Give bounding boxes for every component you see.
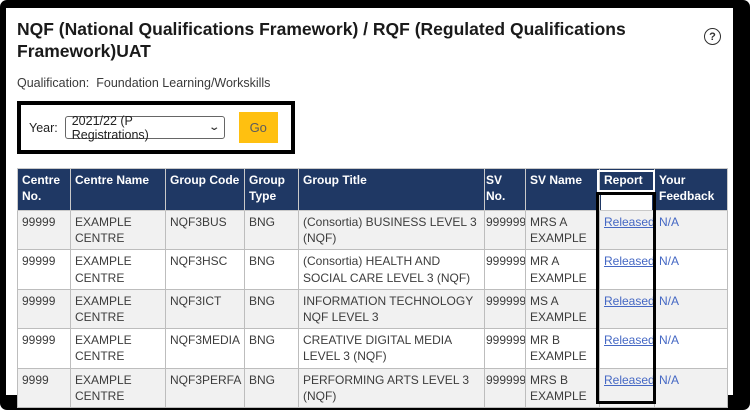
cell-your-feedback: N/A [654, 367, 728, 408]
cell-report: Released [599, 367, 655, 408]
cell-centre-no: 99999 [17, 328, 71, 369]
results-table: Centre No. Centre Name Group Code Group … [17, 168, 728, 408]
cell-group-code: NQF3PERFA [165, 367, 245, 408]
cell-centre-no: 99999 [17, 288, 71, 330]
cell-group-title: CREATIVE DIGITAL MEDIA LEVEL 3 (NQF) [298, 328, 485, 369]
cell-report: Released [599, 249, 655, 290]
qualification-label: Qualification: [17, 76, 90, 90]
year-select-value: 2021/22 (P Registrations) [71, 113, 149, 142]
table-row: 99999 EXAMPLE CENTRE NQF3ICT BNG INFORMA… [17, 288, 728, 330]
column-header-centre-no: Centre No. [17, 168, 71, 211]
feedback-value: N/A [659, 333, 680, 348]
table-row: 99999 EXAMPLE CENTRE NQF3HSC BNG (Consor… [17, 249, 728, 290]
help-icon[interactable]: ? [704, 28, 721, 45]
feedback-value: N/A [659, 293, 680, 308]
go-button[interactable]: Go [238, 112, 278, 143]
cell-group-title: (Consortia) BUSINESS LEVEL 3 (NQF) [298, 209, 485, 251]
chevron-down-icon: ⌄ [208, 122, 221, 133]
column-header-group-type: Group Type [244, 168, 299, 211]
table-row: 99999 EXAMPLE CENTRE NQF3BUS BNG (Consor… [17, 209, 728, 251]
cell-group-title: (Consortia) HEALTH AND SOCIAL CARE LEVEL… [298, 249, 485, 290]
column-header-sv-name: SV Name [525, 168, 600, 211]
cell-report: Released [599, 288, 655, 330]
question-mark-glyph: ? [709, 30, 716, 43]
column-header-sv-no: SV No. [484, 168, 526, 211]
year-label: Year: [29, 120, 58, 135]
cell-your-feedback: N/A [654, 328, 728, 369]
cell-sv-no: 999999 [484, 209, 526, 251]
cell-group-type: BNG [244, 209, 299, 251]
table-row: 9999 EXAMPLE CENTRE NQF3PERFA BNG PERFOR… [17, 367, 728, 408]
cell-centre-name: EXAMPLE CENTRE [70, 367, 166, 408]
column-header-group-code: Group Code [165, 168, 245, 211]
table-header-row: Centre No. Centre Name Group Code Group … [17, 168, 728, 211]
cell-group-type: BNG [244, 328, 299, 369]
cell-group-type: BNG [244, 367, 299, 408]
cell-group-code: NQF3HSC [165, 249, 245, 290]
page: NQF (National Qualifications Framework) … [6, 8, 733, 408]
year-selector-highlight-box: Year: 2021/22 (P Registrations) ⌄ Go [17, 101, 295, 154]
table-body: 99999 EXAMPLE CENTRE NQF3BUS BNG (Consor… [17, 209, 728, 408]
cell-sv-no: 999999 [484, 328, 526, 369]
cell-sv-name: MR A EXAMPLE [525, 249, 600, 290]
released-link[interactable]: Released [604, 293, 655, 308]
cell-centre-name: EXAMPLE CENTRE [70, 209, 166, 251]
cell-centre-name: EXAMPLE CENTRE [70, 249, 166, 290]
year-select[interactable]: 2021/22 (P Registrations) ⌄ [64, 113, 225, 142]
feedback-value: N/A [659, 372, 680, 387]
cell-sv-no: 999999 [484, 367, 526, 408]
cell-group-code: NQF3BUS [165, 209, 245, 251]
column-header-centre-name: Centre Name [70, 168, 166, 211]
qualification-line: Qualification: Foundation Learning/Worksk… [17, 76, 733, 90]
cell-centre-name: EXAMPLE CENTRE [70, 328, 166, 369]
cell-your-feedback: N/A [654, 249, 728, 290]
cell-centre-no: 99999 [17, 209, 71, 251]
cell-sv-name: MRS A EXAMPLE [525, 209, 600, 251]
released-link[interactable]: Released [604, 254, 655, 269]
cell-sv-name: MRS B EXAMPLE [525, 367, 600, 408]
column-header-your-feedback: Your Feedback [654, 168, 728, 211]
cell-group-code: NQF3MEDIA [165, 328, 245, 369]
cell-your-feedback: N/A [654, 209, 728, 251]
cell-sv-no: 999999 [484, 249, 526, 290]
cell-sv-name: MS A EXAMPLE [525, 288, 600, 330]
released-link[interactable]: Released [604, 372, 655, 387]
column-header-report: Report [599, 168, 655, 211]
qualification-value: Foundation Learning/Workskills [96, 76, 271, 90]
released-link[interactable]: Released [604, 215, 655, 229]
results-table-wrap: Centre No. Centre Name Group Code Group … [17, 168, 728, 408]
table-row: 99999 EXAMPLE CENTRE NQF3MEDIA BNG CREAT… [17, 328, 728, 369]
page-title: NQF (National Qualifications Framework) … [17, 19, 626, 61]
feedback-value: N/A [659, 215, 680, 229]
column-header-group-title: Group Title [298, 168, 485, 211]
cell-group-type: BNG [244, 288, 299, 330]
feedback-value: N/A [659, 254, 680, 269]
cell-group-title: INFORMATION TECHNOLOGY NQF LEVEL 3 [298, 288, 485, 330]
cell-report: Released [599, 209, 655, 251]
cell-centre-no: 9999 [17, 367, 71, 408]
cell-sv-name: MR B EXAMPLE [525, 328, 600, 369]
cell-report: Released [599, 328, 655, 369]
cell-group-code: NQF3ICT [165, 288, 245, 330]
cell-your-feedback: N/A [654, 288, 728, 330]
cell-centre-no: 99999 [17, 249, 71, 290]
cell-group-title: PERFORMING ARTS LEVEL 3 (NQF) [298, 367, 485, 408]
cell-sv-no: 999999 [484, 288, 526, 330]
cell-group-type: BNG [244, 249, 299, 290]
cell-centre-name: EXAMPLE CENTRE [70, 288, 166, 330]
released-link[interactable]: Released [604, 333, 655, 348]
